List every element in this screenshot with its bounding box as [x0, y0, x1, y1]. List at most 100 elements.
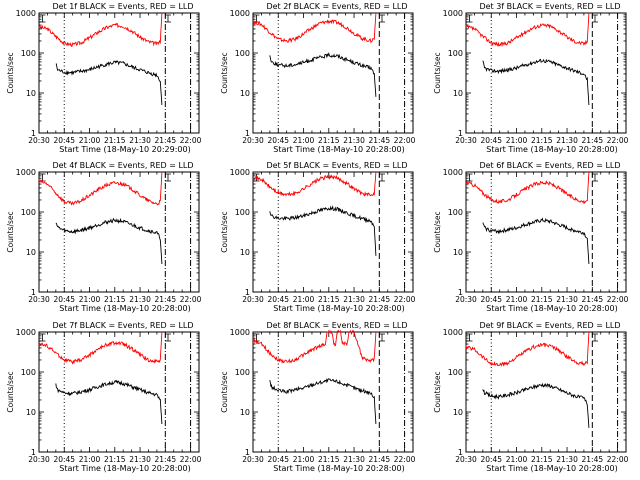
x-tick-label: 20:45 [53, 455, 75, 464]
chart-title: Det 1f BLACK = Events, RED = LLD [52, 2, 193, 11]
x-tick-label: 22:00 [607, 295, 629, 304]
chart-title: Det 6f BLACK = Events, RED = LLD [479, 161, 620, 170]
x-tick-label: 21:00 [293, 136, 315, 145]
x-tick-label: 21:45 [369, 295, 391, 304]
chart-panel: Det 4f BLACK = Events, RED = LLD 1 10 100 10… [6, 161, 202, 313]
x-tick-label: 20:45 [480, 455, 502, 464]
x-tick-label: 22:00 [607, 136, 629, 145]
chart-title: Det 7f BLACK = Events, RED = LLD [52, 321, 193, 330]
x-tick-label: 22:00 [607, 455, 629, 464]
x-tick-label: 21:00 [506, 136, 528, 145]
events-rate-line [482, 217, 590, 265]
chart-panel: Det 9f BLACK = Events, RED = LLD 1 10 100 10… [433, 321, 629, 473]
x-tick-label: 21:15 [104, 295, 126, 304]
chart-title: Det 3f BLACK = Events, RED = LLD [479, 2, 620, 11]
x-tick-label: 21:00 [293, 295, 315, 304]
x-tick-label: 21:45 [369, 136, 391, 145]
y-tick-label: 100 [21, 208, 36, 217]
x-tick-label: 21:45 [582, 136, 604, 145]
chart-title: Det 2f BLACK = Events, RED = LLD [266, 2, 407, 11]
x-tick-label: 21:30 [556, 136, 578, 145]
x-tick-label: 20:30 [28, 136, 50, 145]
x-tick-label: 21:45 [155, 295, 177, 304]
lld-rate-line [465, 331, 590, 367]
events-rate-line [482, 58, 590, 106]
y-tick-label: 10 [240, 248, 250, 257]
x-tick-label: 21:00 [506, 455, 528, 464]
y-tick-label: 1000 [443, 328, 463, 337]
x-tick-label: 21:15 [531, 295, 553, 304]
y-tick-label: 1 [458, 448, 463, 457]
x-axis-label: Start Time (18-May-10 20:28:00) [273, 304, 404, 313]
y-tick-label: 1000 [230, 168, 250, 177]
error-bar-marker [466, 333, 473, 342]
x-tick-label: 21:15 [318, 455, 340, 464]
y-tick-label: 10 [453, 408, 463, 417]
x-tick-label: 21:00 [79, 136, 101, 145]
x-tick-label: 21:30 [129, 136, 151, 145]
y-tick-label: 10 [26, 408, 36, 417]
error-bar-marker [165, 14, 171, 23]
chart-panel: Det 6f BLACK = Events, RED = LLD 1 10 100 10… [433, 161, 629, 313]
x-tick-label: 20:45 [53, 136, 75, 145]
y-axis-label: Counts/sec [433, 211, 442, 252]
x-tick-label: 21:30 [556, 295, 578, 304]
error-bar-marker [379, 333, 385, 342]
x-axis-label: Start Time (18-May-10 20:28:00) [59, 304, 190, 313]
x-tick-label: 20:45 [480, 136, 502, 145]
lld-rate-line [252, 12, 377, 44]
events-rate-line [55, 379, 163, 425]
y-tick-label: 10 [26, 89, 36, 98]
events-rate-line [55, 60, 163, 106]
x-tick-label: 21:45 [155, 455, 177, 464]
x-tick-label: 21:15 [318, 295, 340, 304]
x-tick-label: 21:00 [293, 455, 315, 464]
error-bar-marker [379, 14, 385, 23]
error-bar-marker [379, 173, 385, 182]
x-tick-label: 21:30 [343, 136, 365, 145]
y-tick-label: 100 [21, 49, 36, 58]
error-bar-marker [592, 14, 598, 23]
chart-panel: Det 1f BLACK = Events, RED = LLD 1 10 100 10… [6, 2, 202, 154]
lld-rate-line [465, 171, 590, 205]
error-bar-marker [165, 333, 171, 342]
y-tick-label: 10 [453, 248, 463, 257]
events-rate-line [269, 378, 377, 425]
y-axis-label: Counts/sec [6, 371, 15, 412]
y-tick-label: 100 [235, 368, 250, 377]
x-tick-label: 21:00 [79, 295, 101, 304]
y-tick-label: 1000 [16, 9, 36, 18]
chart-title: Det 5f BLACK = Events, RED = LLD [266, 161, 407, 170]
y-tick-label: 1000 [230, 9, 250, 18]
x-tick-label: 20:30 [28, 455, 50, 464]
lld-rate-line [252, 329, 377, 365]
chart-title: Det 9f BLACK = Events, RED = LLD [479, 321, 620, 330]
y-tick-label: 10 [240, 408, 250, 417]
plot-frame [38, 171, 200, 293]
y-tick-label: 1 [245, 129, 250, 138]
x-tick-label: 21:45 [582, 295, 604, 304]
y-tick-label: 1000 [230, 328, 250, 337]
x-tick-label: 20:45 [267, 455, 289, 464]
y-tick-label: 10 [26, 248, 36, 257]
lld-rate-line [252, 171, 377, 197]
x-tick-label: 21:45 [155, 136, 177, 145]
error-bar-marker [466, 14, 473, 23]
x-tick-label: 20:45 [480, 295, 502, 304]
y-tick-label: 1000 [16, 328, 36, 337]
y-axis-label: Counts/sec [220, 211, 229, 252]
x-tick-label: 22:00 [394, 136, 416, 145]
chart-panel: Det 8f BLACK = Events, RED = LLD 1 10 100 10… [220, 321, 416, 473]
x-tick-label: 22:00 [180, 295, 202, 304]
x-axis-label: Start Time (18-May-10 20:28:00) [273, 464, 404, 473]
y-tick-label: 1 [31, 448, 36, 457]
y-tick-label: 1 [458, 288, 463, 297]
x-tick-label: 21:15 [531, 455, 553, 464]
error-bar-marker [592, 173, 598, 182]
y-tick-label: 1 [458, 129, 463, 138]
chart-title: Det 4f BLACK = Events, RED = LLD [52, 161, 193, 170]
plot-frame [38, 12, 200, 134]
error-bar-marker [165, 173, 171, 182]
x-axis-label: Start Time (18-May-10 20:28:00) [59, 464, 190, 473]
y-tick-label: 100 [235, 49, 250, 58]
